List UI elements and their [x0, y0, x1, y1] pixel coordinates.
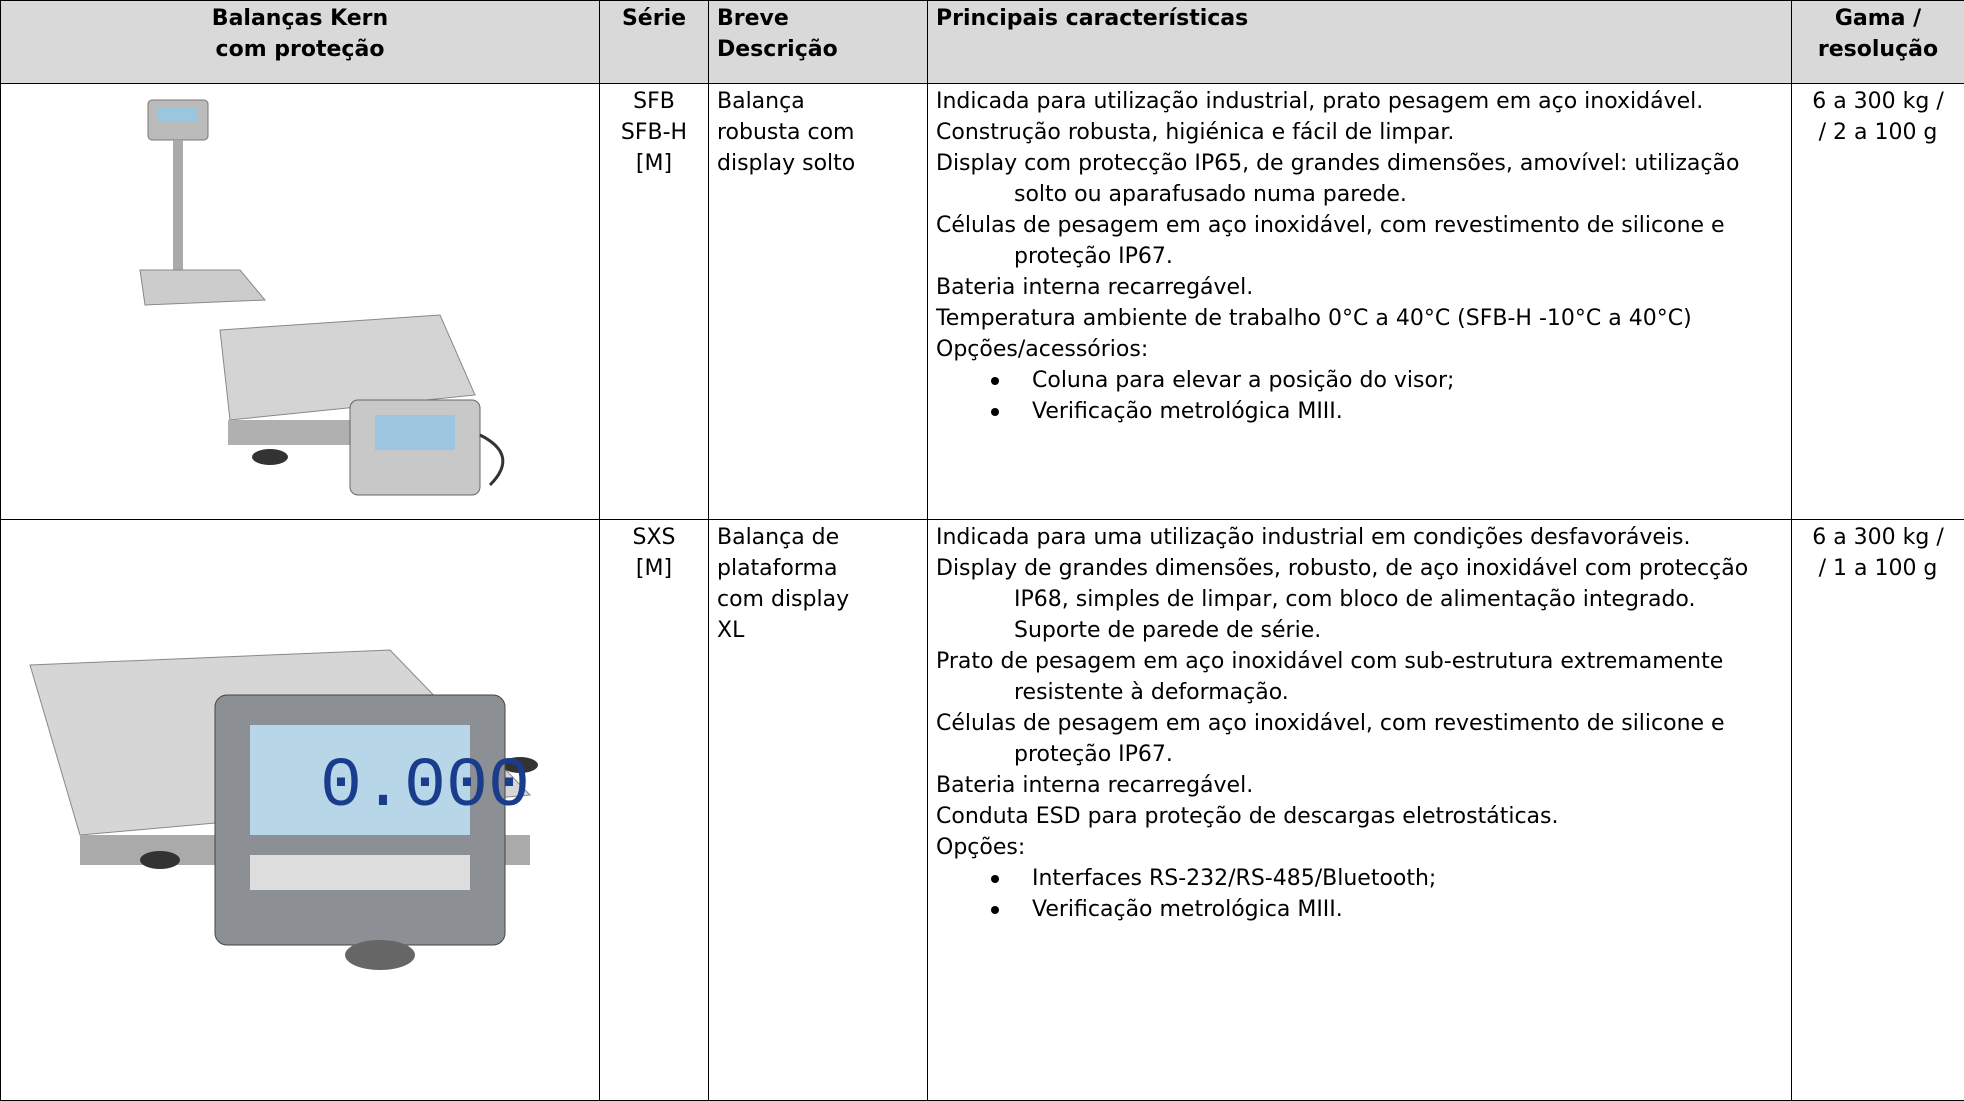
range-text: / 2 a 100 g [1818, 120, 1938, 145]
feature-text: Bateria interna recarregável. [936, 773, 1254, 798]
feature-text: Display com protecção IP65, de grandes d… [936, 151, 1740, 207]
description-text: Balança de [717, 525, 840, 550]
description-text: com display [717, 587, 850, 612]
table-cell: 6 a 300 kg / / 2 a 100 g [1791, 83, 1964, 520]
range-text: 6 a 300 kg / [1812, 89, 1944, 114]
bullet-item: Verificação metrológica MIII. [936, 894, 1783, 925]
header-text: resolução [1817, 37, 1939, 62]
bullet-item: Coluna para elevar a posição do visor; [936, 365, 1783, 396]
table-cell: SFB SFB-H [M] [599, 83, 709, 520]
table-cell: Principais características [927, 0, 1792, 84]
table-cell: Série [599, 0, 709, 84]
table-cell: Gama / resolução [1791, 0, 1964, 84]
description-text: plataforma [717, 556, 838, 581]
description-text: robusta com [717, 120, 855, 145]
table-cell: Indicada para utilização industrial, pra… [927, 83, 1792, 520]
description-text: display solto [717, 151, 856, 176]
header-text: Principais características [936, 6, 1249, 31]
header-text: Balanças Kern [211, 6, 389, 31]
feature-text: Conduta ESD para proteção de descargas e… [936, 804, 1559, 829]
header-text: Gama / [1834, 6, 1922, 31]
feature-text: Indicada para utilização industrial, pra… [936, 89, 1704, 114]
feature-text: Células de pesagem em aço inoxidável, co… [936, 711, 1725, 767]
header-text: Descrição [717, 37, 838, 62]
product-image-1 [139, 99, 505, 496]
description-text: XL [717, 618, 745, 643]
table-cell: SXS [M] [599, 519, 709, 1101]
series-text: [M] [635, 151, 673, 176]
feature-text: Construção robusta, higiénica e fácil de… [936, 120, 1455, 145]
feature-text: Display de grandes dimensões, robusto, d… [936, 556, 1749, 643]
header-text: com proteção [215, 37, 385, 62]
table-cell: Breve Descrição [708, 0, 928, 84]
svg-text:0.000: 0.000 [320, 748, 530, 827]
range-text: / 1 a 100 g [1818, 556, 1938, 581]
feature-text: Opções/acessórios: [936, 337, 1149, 362]
feature-text: Células de pesagem em aço inoxidável, co… [936, 213, 1725, 269]
range-text: 6 a 300 kg / [1812, 525, 1944, 550]
feature-text: Bateria interna recarregável. [936, 275, 1254, 300]
table-cell: 6 a 300 kg / / 1 a 100 g [1791, 519, 1964, 1101]
bullet-item: Verificação metrológica MIII. [936, 396, 1783, 427]
series-text: [M] [635, 556, 673, 581]
table-cell: Balança de plataforma com display XL [708, 519, 928, 1101]
table-cell: Balança robusta com display solto [708, 83, 928, 520]
feature-text: Opções: [936, 835, 1026, 860]
series-text: SFB [633, 89, 675, 114]
bullet-item: Interfaces RS-232/RS-485/Bluetooth; [936, 863, 1783, 894]
feature-text: Indicada para uma utilização industrial … [936, 525, 1691, 550]
series-text: SXS [632, 525, 676, 550]
header-text: Breve [717, 6, 789, 31]
description-text: Balança [717, 89, 805, 114]
header-text: Série [621, 6, 687, 31]
product-image-2: 0.000 [29, 649, 538, 970]
feature-text: Temperatura ambiente de trabalho 0°C a 4… [936, 306, 1692, 331]
table-cell: Balanças Kern com proteção [0, 0, 600, 84]
series-text: SFB-H [620, 120, 688, 145]
feature-text: Prato de pesagem em aço inoxidável com s… [936, 649, 1724, 705]
table-cell: Indicada para uma utilização industrial … [927, 519, 1792, 1101]
